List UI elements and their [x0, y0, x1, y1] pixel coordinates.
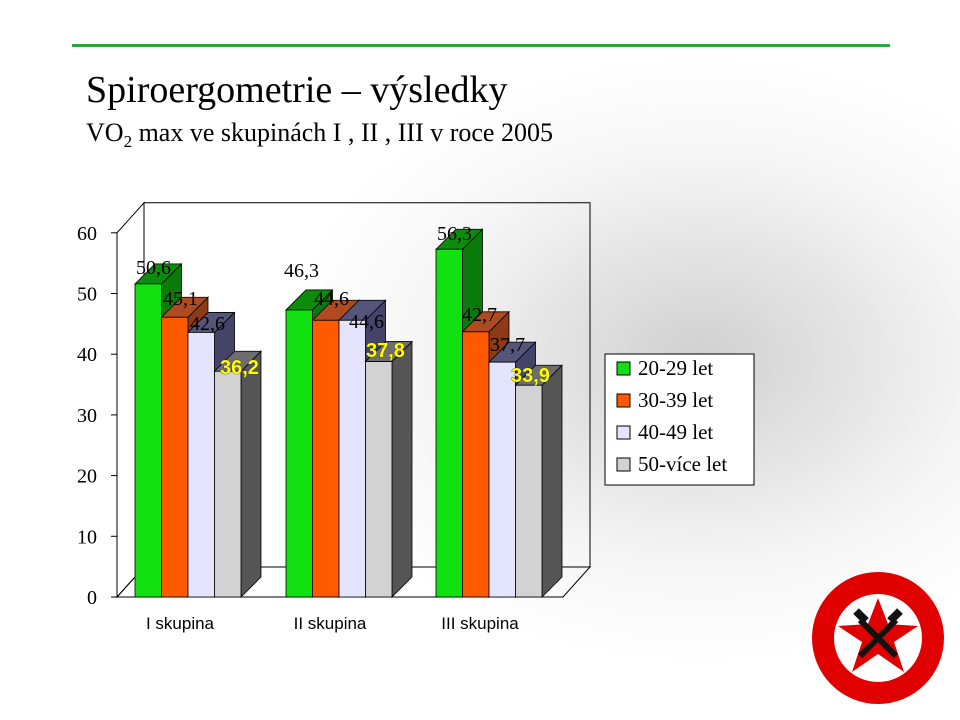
legend-label: 20-29 let	[638, 356, 713, 380]
legend-label: 40-49 let	[638, 420, 713, 444]
bar-value-label: 36,2	[220, 357, 259, 379]
bar-value-label: 56,3	[437, 223, 472, 245]
bar	[488, 361, 516, 598]
bar-value-label: 42,7	[462, 304, 497, 326]
page-title: Spiroergometrie – výsledky	[86, 69, 508, 111]
bar-value-label: 37,7	[490, 334, 525, 356]
y-tick-label: 0	[87, 587, 97, 609]
legend-swatch	[616, 393, 631, 408]
bar	[285, 309, 313, 598]
y-tick-label: 50	[77, 284, 97, 306]
bar-value-label: 33,9	[511, 365, 550, 387]
bar-value-label: 42,6	[190, 313, 225, 335]
legend-swatch	[616, 361, 631, 376]
y-tick-label: 60	[77, 223, 97, 245]
bar	[214, 370, 242, 598]
bar	[134, 283, 162, 598]
chart-value-labels: 50,6 45,1 42,6 36,2 46,3 44,644,6 37,8 56,3 42,7…	[136, 223, 550, 387]
bar	[365, 361, 393, 598]
chart-bars	[134, 228, 563, 598]
bar	[462, 331, 490, 598]
y-tick-label: 30	[77, 405, 97, 427]
legend-swatch	[616, 425, 631, 440]
bar	[338, 319, 366, 598]
category-label: II skupina	[294, 614, 367, 633]
bar-value-label: 50,6	[136, 257, 171, 279]
bar-side	[391, 340, 413, 598]
bar-value-label: 46,3	[284, 260, 319, 282]
legend-label: 50-více let	[638, 452, 727, 476]
category-label: III skupina	[441, 614, 519, 633]
bar-side	[240, 350, 262, 598]
chart-legend: 20-29 let 30-39 let 40-49 let 50-více let	[604, 353, 755, 486]
legend-swatch	[616, 457, 631, 472]
y-tick-label: 20	[77, 466, 97, 488]
bar-value-label: 37,8	[366, 340, 405, 362]
subtitle-rest: max ve skupinách I , II , III v roce 200…	[132, 118, 553, 147]
bar-side	[541, 364, 563, 598]
category-label: I skupina	[146, 614, 215, 633]
subtitle-subscript: 2	[123, 132, 133, 152]
subtitle-prefix: VO	[86, 118, 124, 147]
bar-value-label: 44,6	[349, 311, 384, 333]
legend-label: 30-39 let	[638, 388, 713, 412]
bar-value-label: 45,1	[163, 288, 198, 310]
bar	[515, 384, 543, 598]
y-tick-label: 10	[77, 526, 97, 548]
bar-value-label: 44,6	[314, 288, 349, 310]
bar	[312, 319, 340, 598]
hbzs-ostrava-logo	[812, 572, 944, 704]
title-rule	[72, 44, 890, 47]
page-subtitle: VO2 max ve skupinách I , II , III v roce…	[86, 118, 553, 152]
bar	[435, 248, 463, 598]
y-tick-label: 40	[77, 344, 97, 366]
bar	[187, 332, 215, 598]
bar	[161, 316, 189, 598]
